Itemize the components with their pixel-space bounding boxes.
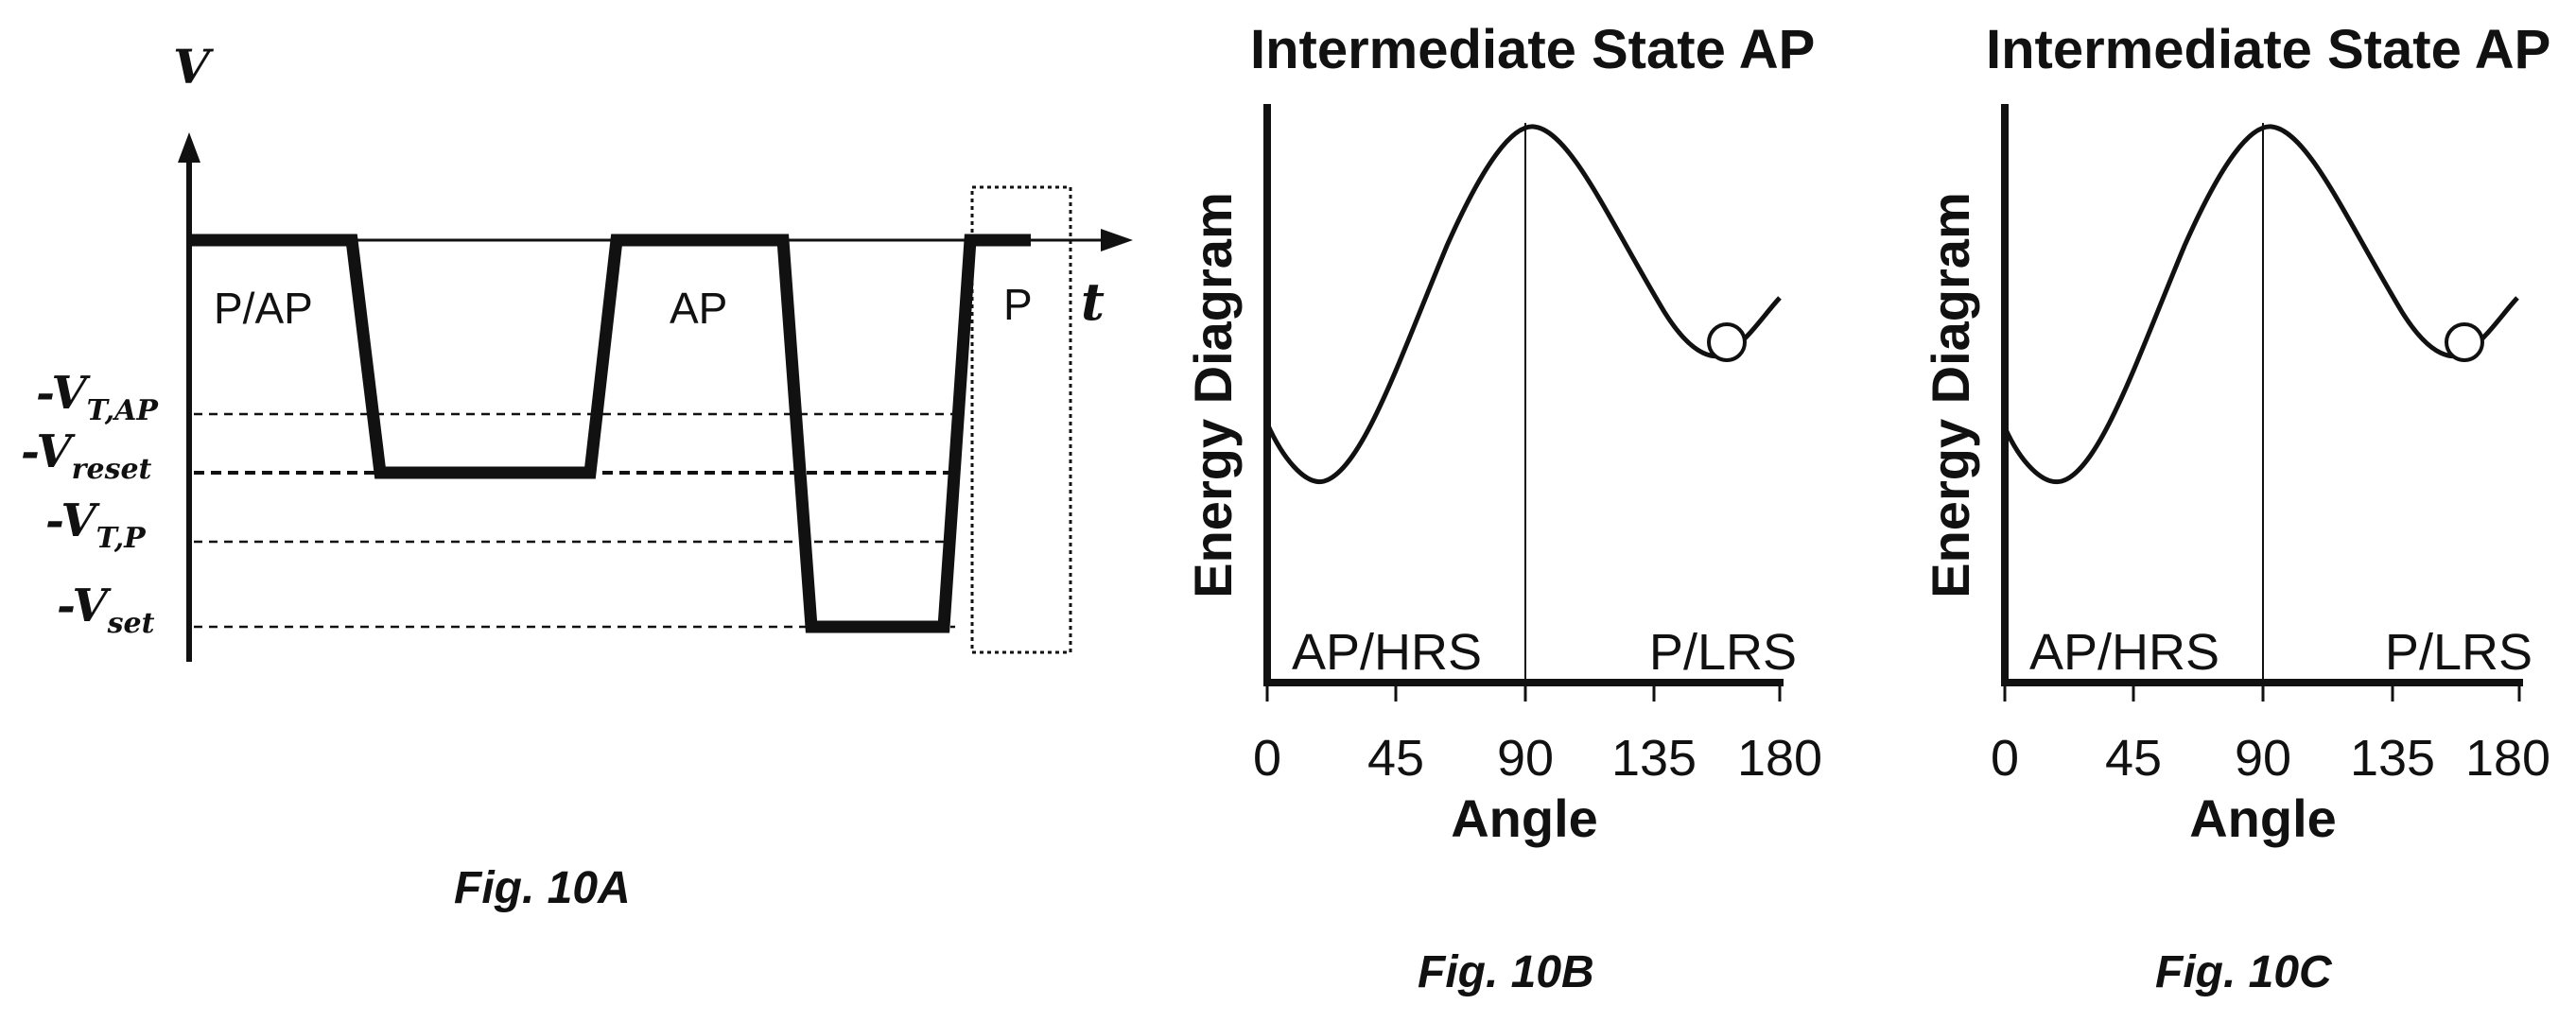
state-label-p: P <box>1003 280 1033 329</box>
level-label-set: -Vset <box>57 580 155 640</box>
x-axis-label: Angle <box>2189 788 2337 848</box>
caption-fig-10a: Fig. 10A <box>454 863 631 913</box>
voltage-pulse-trace <box>189 234 1031 633</box>
x-tick-label-90: 90 <box>2235 730 2291 787</box>
caption-fig-10b: Fig. 10B <box>1418 947 1594 997</box>
x-tick-label-45: 45 <box>1367 730 1424 787</box>
state-ball <box>1707 322 1747 362</box>
energy-curve <box>1264 124 1782 484</box>
x-tick-label-135: 135 <box>1611 730 1697 787</box>
caption-fig-10c: Fig. 10C <box>2155 947 2333 997</box>
x-tick-label-90: 90 <box>1497 730 1554 787</box>
chart-title: Intermediate State AP <box>1250 19 1815 80</box>
fig-10a-voltage-waveform: V t -VT,AP -Vreset -VT,P -Vset P/AP AP P… <box>21 39 1133 913</box>
region-label-p-lrs: P/LRS <box>2385 624 2532 681</box>
x-tick-label-135: 135 <box>2350 730 2435 787</box>
v-axis-arrowhead <box>178 132 200 163</box>
level-label-t-ap: -VT,AP <box>36 367 159 427</box>
level-label-reset: -Vreset <box>21 425 152 486</box>
v-axis-label: V <box>173 39 215 95</box>
region-label-ap-hrs: AP/HRS <box>2029 624 2219 681</box>
fig-10b-energy-diagram: Intermediate State AP 0 45 90 135 180 An… <box>1183 19 1822 997</box>
state-label-ap: AP <box>670 284 727 333</box>
x-tick-label-0: 0 <box>1253 730 1281 787</box>
energy-curve <box>2002 124 2519 485</box>
x-tick-label-45: 45 <box>2105 730 2162 787</box>
x-tick-label-180: 180 <box>1737 730 1822 787</box>
region-label-ap-hrs: AP/HRS <box>1292 624 1482 681</box>
y-axis-label: Energy Diagram <box>1921 192 1980 598</box>
state-label-p-ap: P/AP <box>214 284 313 333</box>
x-tick-label-180: 180 <box>2465 730 2550 787</box>
state-ball <box>2445 322 2484 362</box>
fig-10c-energy-diagram: Intermediate State AP 0 45 90 135 180 An… <box>1921 19 2550 997</box>
chart-title: Intermediate State AP <box>1986 19 2550 80</box>
x-axis-label: Angle <box>1451 788 1598 848</box>
y-axis-label: Energy Diagram <box>1183 192 1243 598</box>
p-state-dotted-box <box>970 185 1072 654</box>
level-label-t-p: -VT,P <box>45 494 147 555</box>
x-tick-label-0: 0 <box>1991 730 2019 787</box>
t-axis-arrowhead <box>1101 229 1133 251</box>
t-axis-label: t <box>1081 271 1105 332</box>
region-label-p-lrs: P/LRS <box>1649 624 1797 681</box>
